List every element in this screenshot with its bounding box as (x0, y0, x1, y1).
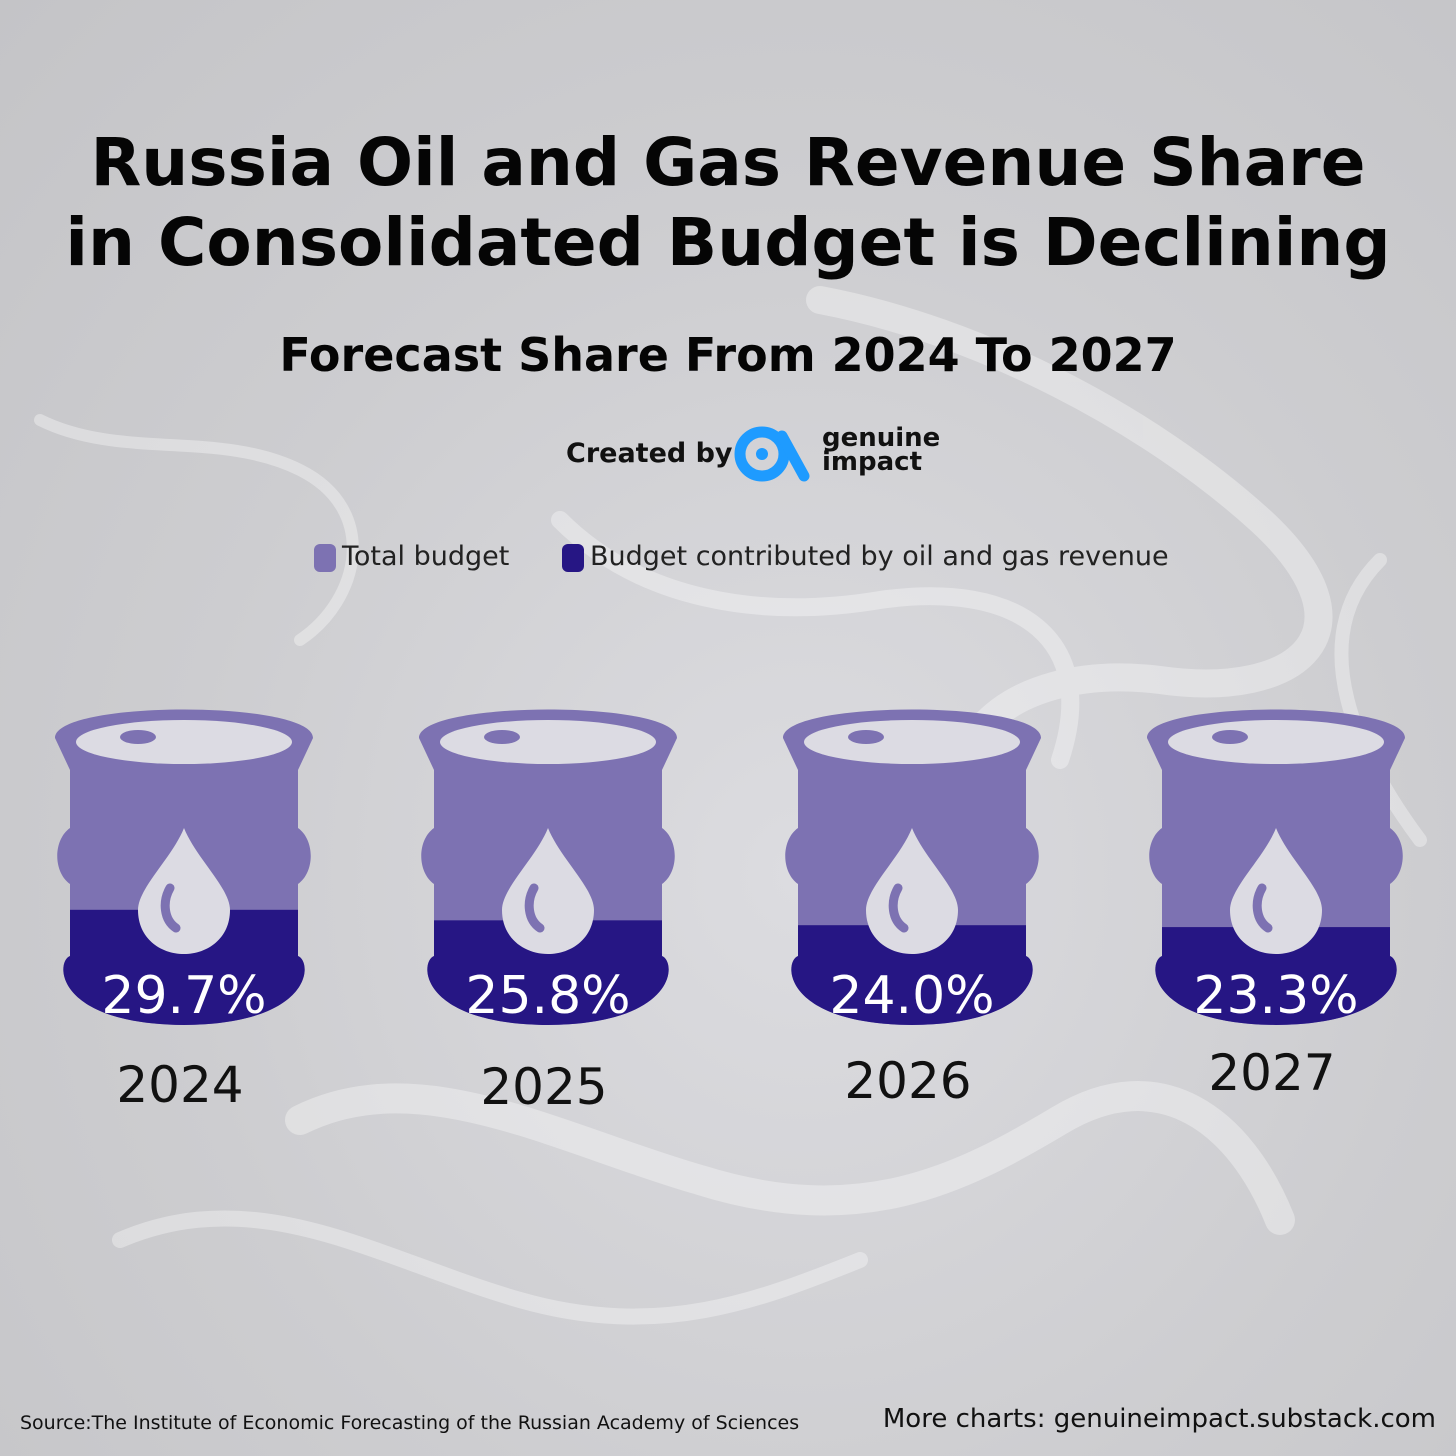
chart-subtitle: Forecast Share From 2024 To 2027 (279, 328, 1177, 382)
barrel-lid-2026 (804, 720, 1020, 764)
chart-title-line-2: in Consolidated Budget is Declining (65, 204, 1391, 281)
data-label-2025: 25.8% (465, 966, 630, 1026)
data-label-2024: 29.7% (101, 966, 266, 1026)
x-tick-label-2024: 2024 (116, 1056, 243, 1114)
x-tick-label-2025: 2025 (480, 1058, 607, 1116)
oil-drop-icon (502, 828, 594, 954)
legend-label-oil-gas: Budget contributed by oil and gas revenu… (590, 541, 1169, 572)
barrel-2027: 23.3% 2027 (1147, 709, 1405, 1102)
barrel-cap-2024 (120, 730, 156, 744)
barrel-cap-2027 (1212, 730, 1248, 744)
logo-text-line-2: impact (822, 447, 923, 477)
barrel-2024: 29.7% 2024 (55, 709, 313, 1114)
barrel-lid-2025 (440, 720, 656, 764)
genuine-impact-logo-text: genuine impact (822, 423, 941, 477)
created-by-credit: Created by genuine impact (0, 424, 1456, 484)
legend-swatch-oil-gas (562, 544, 584, 572)
oil-drop-highlight (524, 883, 545, 933)
chart-legend: Total budget Budget contributed by oil a… (0, 540, 1456, 580)
barrel-2025: 25.8% 2025 (419, 709, 677, 1116)
oil-drop-icon (1230, 828, 1322, 954)
x-tick-label-2027: 2027 (1208, 1044, 1335, 1102)
barrel-cap-2026 (848, 730, 884, 744)
chart-title-line-1: Russia Oil and Gas Revenue Share (90, 124, 1366, 201)
data-label-2026: 24.0% (829, 966, 994, 1026)
logo-text-line-1: genuine (822, 423, 941, 453)
oil-drop-icon (138, 828, 230, 954)
created-by-label: Created by (566, 438, 733, 469)
more-charts-link[interactable]: More charts: genuineimpact.substack.com (882, 1404, 1436, 1434)
x-tick-label-2026: 2026 (844, 1052, 971, 1110)
barrel-lid-2027 (1168, 720, 1384, 764)
legend-label-total-budget: Total budget (342, 541, 510, 572)
legend-swatch-total-budget (314, 544, 336, 572)
oil-drop-highlight (888, 883, 909, 933)
barrel-2026: 24.0% 2026 (783, 709, 1041, 1110)
oil-drop-highlight (160, 883, 181, 933)
source-note: Source:The Institute of Economic Forecas… (20, 1412, 800, 1434)
data-label-2027: 23.3% (1193, 966, 1358, 1026)
barrel-lid-2024 (76, 720, 292, 764)
barrel-cap-2025 (484, 730, 520, 744)
oil-drop-icon (866, 828, 958, 954)
genuine-impact-logo-icon (734, 426, 810, 482)
oil-drop-highlight (1252, 883, 1273, 933)
